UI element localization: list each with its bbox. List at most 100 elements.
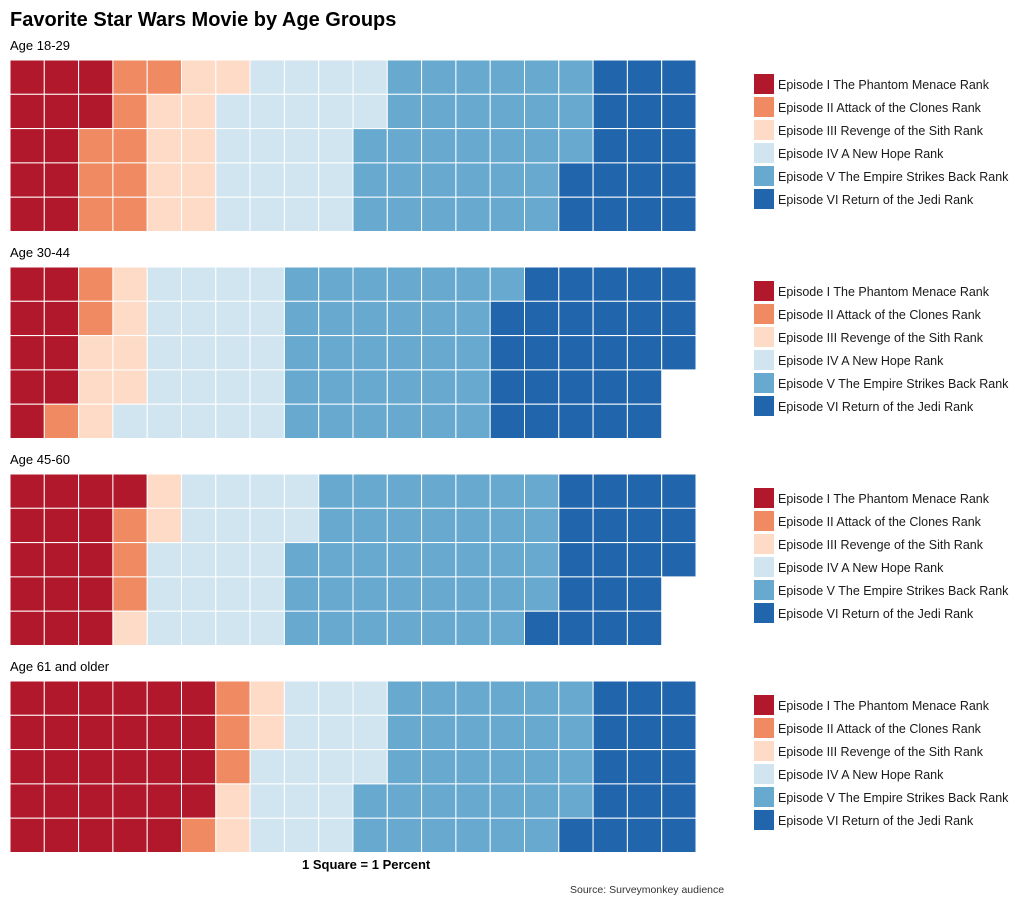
- waffle-square: [592, 507, 628, 544]
- waffle-square: [181, 335, 217, 371]
- waffle-square: [352, 403, 388, 440]
- waffle-square: [9, 817, 45, 854]
- waffle-square: [592, 59, 628, 95]
- waffle-square: [592, 403, 628, 440]
- legend: Episode I The Phantom Menace Rank Episode…: [754, 488, 1009, 623]
- waffle-square: [146, 128, 182, 164]
- waffle-square: [215, 680, 251, 716]
- waffle-square: [421, 266, 457, 302]
- waffle-square: [592, 783, 628, 819]
- waffle-square: [78, 403, 114, 440]
- waffle-square: [283, 507, 320, 544]
- waffle-square: [181, 473, 217, 509]
- waffle-square: [524, 162, 560, 198]
- waffle-square: [9, 783, 45, 819]
- waffle-square: [181, 266, 217, 302]
- waffle-square: [318, 817, 354, 854]
- waffle-square: [626, 576, 663, 612]
- waffle-square: [592, 93, 628, 130]
- waffle-square: [489, 369, 526, 405]
- waffle-square: [215, 403, 251, 440]
- waffle-square: [524, 576, 560, 612]
- waffle-square: [9, 473, 45, 509]
- waffle-square: [318, 300, 354, 337]
- waffle-square: [283, 128, 320, 164]
- waffle-square: [43, 749, 80, 785]
- waffle-square: [626, 610, 663, 647]
- waffle-square: [558, 817, 594, 854]
- waffle-square: [318, 576, 354, 612]
- legend-label: Episode II Attack of the Clones Rank: [778, 101, 982, 115]
- waffle-square: [9, 335, 45, 371]
- waffle-square: [215, 610, 251, 647]
- waffle-square: [592, 610, 628, 647]
- waffle-square: [215, 542, 251, 578]
- legend: Episode I The Phantom Menace Rank Episode…: [754, 281, 1009, 416]
- waffle-square: [78, 93, 114, 130]
- waffle-square: [455, 266, 491, 302]
- waffle-square: [489, 266, 526, 302]
- waffle-square: [146, 162, 182, 198]
- waffle-square: [661, 473, 697, 509]
- waffle-square: [421, 507, 457, 544]
- waffle-square: [592, 369, 628, 405]
- waffle-square: [661, 162, 697, 198]
- waffle-square: [112, 817, 148, 854]
- waffle-square: [112, 335, 148, 371]
- waffle-square: [249, 403, 285, 440]
- waffle-square: [661, 542, 697, 578]
- waffle-square: [558, 473, 594, 509]
- waffle-square: [112, 749, 148, 785]
- waffle-square: [215, 335, 251, 371]
- waffle-square: [626, 369, 663, 405]
- waffle-square: [421, 196, 457, 232]
- waffle-square: [318, 369, 354, 405]
- waffle-square: [592, 162, 628, 198]
- waffle-square: [455, 369, 491, 405]
- waffle-square: [626, 817, 663, 854]
- waffle-square: [386, 817, 423, 854]
- waffle-square: [215, 59, 251, 95]
- legend-label: Episode IV A New Hope Rank: [778, 768, 944, 782]
- legend-label: Episode I The Phantom Menace Rank: [778, 78, 990, 92]
- waffle-square: [146, 507, 182, 544]
- panel-label: Age 30-44: [10, 245, 70, 260]
- waffle-square: [215, 369, 251, 405]
- waffle-square: [146, 196, 182, 232]
- waffle-square: [283, 403, 320, 440]
- waffle-square: [215, 783, 251, 819]
- waffle-square: [558, 162, 594, 198]
- legend-label: Episode I The Phantom Menace Rank: [778, 492, 990, 506]
- waffle-square: [352, 59, 388, 95]
- waffle-square: [626, 403, 663, 440]
- legend-swatch: [754, 396, 774, 416]
- legend-label: Episode II Attack of the Clones Rank: [778, 722, 982, 736]
- panel-label: Age 45-60: [10, 452, 70, 467]
- waffle-square: [626, 59, 663, 95]
- waffle-square: [352, 93, 388, 130]
- waffle-square: [592, 128, 628, 164]
- waffle-square: [626, 783, 663, 819]
- waffle-square: [558, 128, 594, 164]
- waffle-square: [78, 369, 114, 405]
- waffle-square: [146, 714, 182, 751]
- legend-label: Episode V The Empire Strikes Back Rank: [778, 170, 1009, 184]
- waffle-square: [455, 128, 491, 164]
- waffle-square: [592, 714, 628, 751]
- waffle-square: [386, 266, 423, 302]
- waffle-square: [9, 369, 45, 405]
- waffle-square: [146, 576, 182, 612]
- waffle-square: [181, 128, 217, 164]
- legend-swatch: [754, 741, 774, 761]
- waffle-square: [249, 300, 285, 337]
- waffle-square: [352, 817, 388, 854]
- waffle-square: [524, 783, 560, 819]
- waffle-square: [146, 403, 182, 440]
- waffle-square: [283, 196, 320, 232]
- waffle-square: [352, 749, 388, 785]
- waffle-square: [146, 473, 182, 509]
- waffle-square: [43, 542, 80, 578]
- legend-label: Episode VI Return of the Jedi Rank: [778, 814, 974, 828]
- waffle-square: [386, 680, 423, 716]
- waffle-square: [661, 59, 697, 95]
